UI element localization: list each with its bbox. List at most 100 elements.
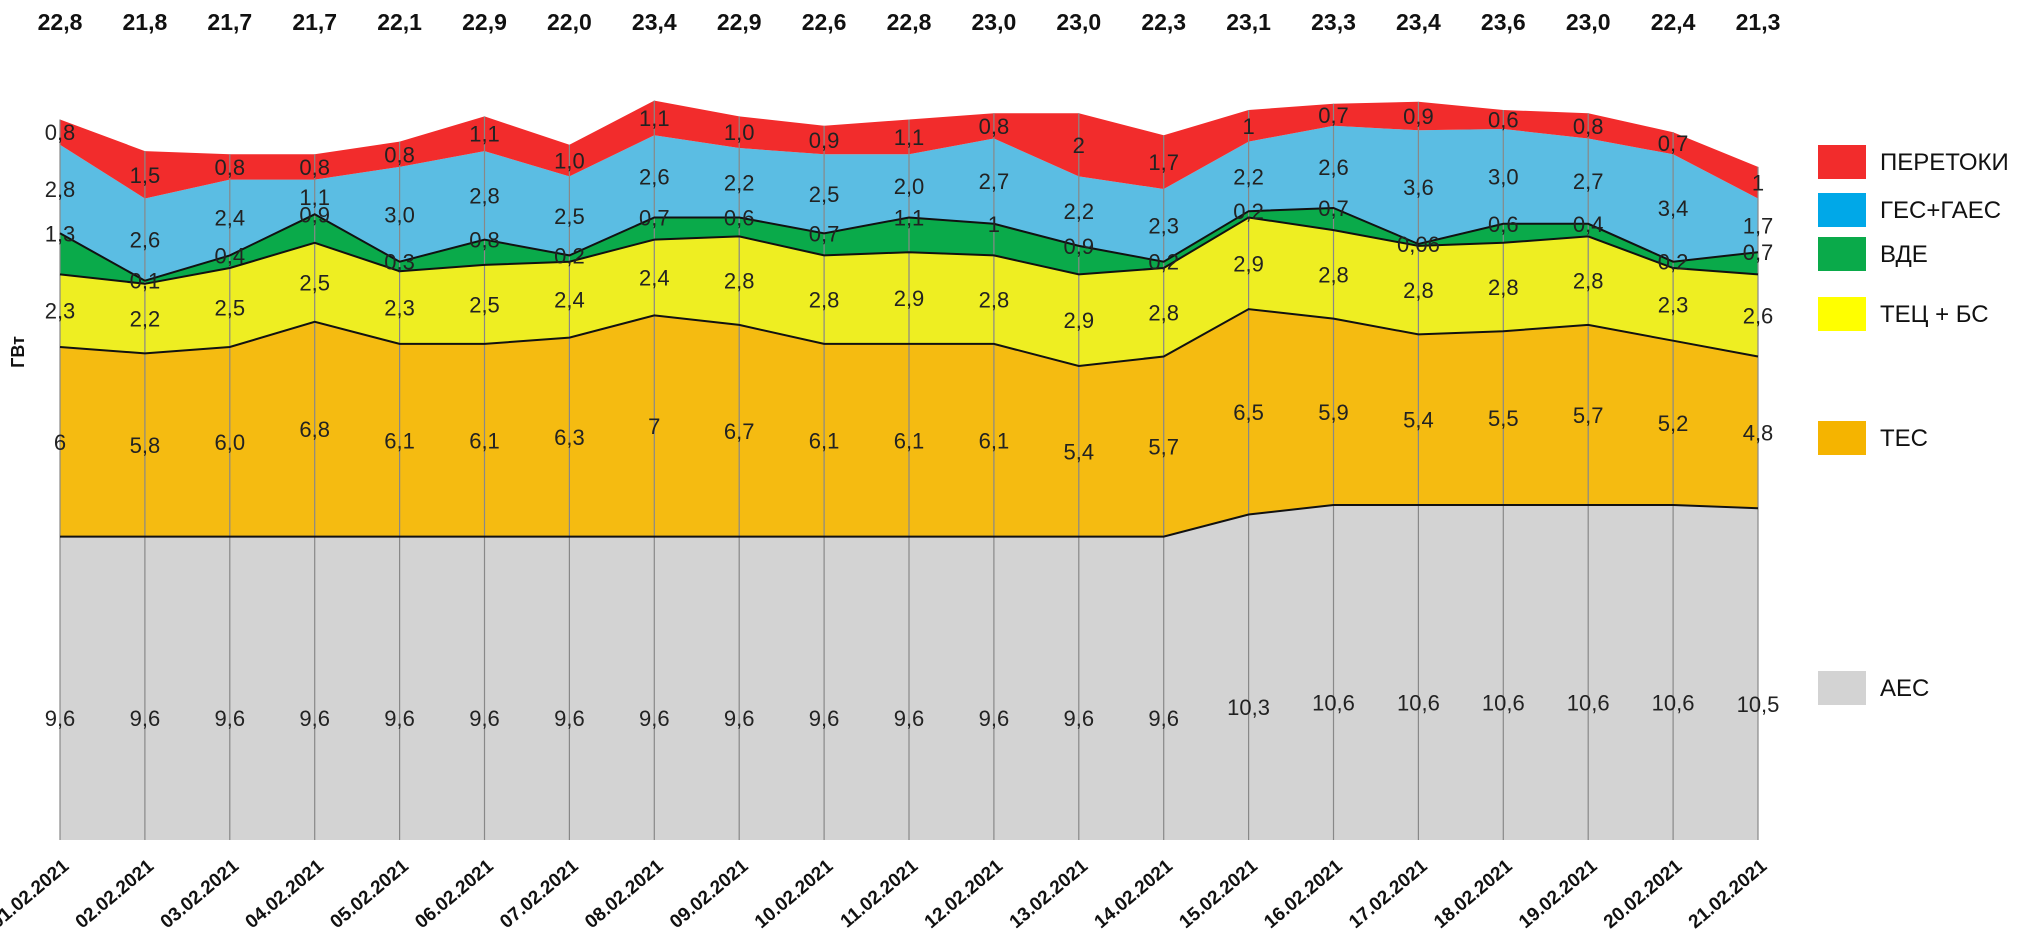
total-label: 23,0 [1566, 9, 1611, 35]
legend-label: ПЕРЕТОКИ [1880, 149, 2009, 176]
value-label: 1,7 [1148, 150, 1179, 175]
value-label: 0,7 [1318, 103, 1349, 128]
value-label: 2,8 [1148, 300, 1179, 325]
value-label: 2,8 [1403, 278, 1434, 303]
value-label: 2,3 [1148, 213, 1179, 238]
total-label: 23,0 [1056, 9, 1101, 35]
x-tick-label: 03.02.2021 [157, 855, 244, 932]
legend-swatch [1818, 193, 1866, 227]
value-label: 2,9 [1233, 251, 1264, 276]
value-label: 6,1 [894, 428, 925, 453]
value-label: 2,7 [1573, 169, 1604, 194]
value-label: 6,7 [724, 419, 755, 444]
x-tick-label: 02.02.2021 [72, 855, 159, 932]
value-label: 6,8 [299, 417, 330, 442]
legend-label: ТЕЦ + БС [1880, 301, 1989, 328]
x-tick-label: 18.02.2021 [1430, 855, 1517, 932]
value-label: 5,4 [1403, 408, 1434, 433]
value-label: 0,8 [215, 155, 246, 180]
value-label: 9,6 [469, 706, 500, 731]
value-label: 0,6 [724, 206, 755, 231]
value-label: 1,7 [1743, 213, 1774, 238]
total-label: 21,7 [292, 9, 337, 35]
value-label: 0,2 [1658, 250, 1689, 275]
total-label: 21,3 [1736, 9, 1781, 35]
value-label: 1,1 [894, 206, 925, 231]
value-label: 0,9 [1064, 234, 1095, 259]
value-label: 2,5 [299, 270, 330, 295]
legend-swatch [1818, 671, 1866, 705]
value-label: 0,8 [469, 228, 500, 253]
total-labels: 22,8 21,8 21,7 21,7 22,1 22,9 22,0 23,4 22,9 22,6… [38, 9, 1781, 35]
series-top-line [59, 216, 1759, 285]
value-label: 10,5 [1737, 692, 1780, 717]
value-label: 0,2 [1148, 250, 1179, 275]
total-label: 22,8 [887, 9, 932, 35]
x-tick-label: 05.02.2021 [326, 855, 413, 932]
total-label: 23,4 [632, 9, 677, 35]
value-label: 2,8 [724, 269, 755, 294]
value-label: 0,4 [215, 243, 246, 268]
value-label: 0,7 [1743, 240, 1774, 265]
value-label: 2,3 [1658, 292, 1689, 317]
value-label: 6,1 [809, 428, 840, 453]
value-label: 3,4 [1658, 196, 1689, 221]
x-tick-label: 11.02.2021 [837, 855, 923, 932]
value-label: 3,6 [1403, 175, 1434, 200]
x-tick-label: 06.02.2021 [411, 855, 498, 932]
legend-label: АЕС [1880, 675, 1929, 702]
total-label: 23,6 [1481, 9, 1526, 35]
value-label: 2,7 [979, 169, 1010, 194]
value-label: 1,1 [894, 125, 925, 150]
value-label: 6 [54, 430, 66, 455]
x-axis-tick-labels: 01.02.202102.02.202103.02.202104.02.2021… [0, 855, 1772, 932]
value-label: 0,9 [299, 202, 330, 227]
value-label: 9,6 [1148, 706, 1179, 731]
value-label: 1,3 [45, 221, 76, 246]
total-label: 22,6 [802, 9, 847, 35]
value-label: 9,6 [384, 706, 415, 731]
value-label: 0,2 [1233, 199, 1264, 224]
value-label: 9,6 [215, 706, 246, 731]
legend: ПЕРЕТОКИ ГЕС+ГАЕС ВДЕ ТЕЦ + БС ТЕС АЕС [1818, 145, 2009, 705]
value-label: 9,6 [639, 706, 670, 731]
value-label: 2,8 [1573, 269, 1604, 294]
value-label: 0,7 [809, 221, 840, 246]
total-label: 22,0 [547, 9, 592, 35]
value-label: 5,2 [1658, 411, 1689, 436]
value-label: 2,6 [639, 164, 670, 189]
value-label: 5,4 [1064, 439, 1095, 464]
x-tick-label: 16.02.2021 [1260, 855, 1347, 932]
legend-swatch [1818, 145, 1866, 179]
y-axis-label: ГВт [8, 336, 28, 368]
total-label: 23,3 [1311, 9, 1356, 35]
series-top-line [59, 308, 1759, 368]
value-label: 9,6 [809, 706, 840, 731]
x-tick-label: 19.02.2021 [1515, 855, 1602, 932]
value-label: 6,0 [215, 430, 246, 455]
total-label: 23,4 [1396, 9, 1441, 35]
x-tick-label: 14.02.2021 [1091, 855, 1178, 932]
total-label: 22,9 [462, 9, 507, 35]
value-label: 0,6 [1488, 212, 1519, 237]
value-label: 0,4 [1573, 212, 1604, 237]
value-labels: 9,6 9,6 9,6 9,6 9,6 9,6 9,6 9,6 9,6 9,6 9,6 9,6 9,6 9… [45, 103, 1780, 731]
value-label: 2,6 [1318, 155, 1349, 180]
value-label: 2,4 [639, 266, 670, 291]
total-label: 21,8 [123, 9, 168, 35]
value-label: 1 [1242, 114, 1254, 139]
total-label: 22,3 [1141, 9, 1186, 35]
value-label: 2,6 [130, 228, 161, 253]
value-label: 5,8 [130, 433, 161, 458]
value-label: 1,1 [639, 106, 670, 131]
legend-label: ВДЕ [1880, 241, 1928, 268]
value-label: 9,6 [979, 706, 1010, 731]
value-label: 10,6 [1397, 690, 1440, 715]
value-label: 2,9 [1064, 308, 1095, 333]
value-label: 10,6 [1652, 690, 1695, 715]
value-label: 0,8 [979, 114, 1010, 139]
value-label: 10,3 [1227, 695, 1270, 720]
value-label: 9,6 [724, 706, 755, 731]
value-label: 0,8 [45, 120, 76, 145]
